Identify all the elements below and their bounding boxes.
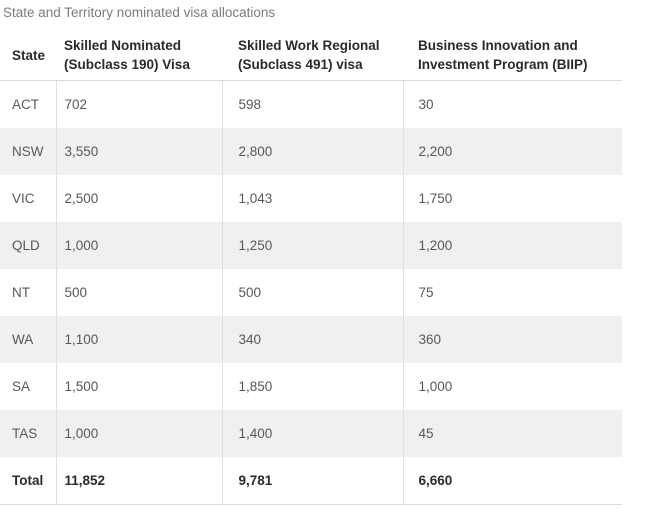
cell-subclass-491: 2,800 (221, 128, 403, 175)
table-row-sa: SA 1,500 1,850 1,000 (0, 363, 622, 410)
cell-subclass-190: 1,100 (55, 316, 222, 363)
cell-subclass-190: 1,000 (55, 222, 222, 269)
cell-biip: 75 (402, 269, 622, 316)
cell-biip: 360 (402, 316, 622, 363)
cell-biip: 1,200 (402, 222, 622, 269)
column-header-biip: Business Innovation and Investment Progr… (403, 30, 622, 81)
column-header-state: State (0, 30, 56, 81)
cell-subclass-190: 702 (55, 80, 222, 128)
cell-biip: 45 (402, 410, 622, 457)
table-row-wa: WA 1,100 340 360 (0, 316, 622, 363)
cell-subclass-491: 340 (221, 316, 403, 363)
cell-biip: 2,200 (402, 128, 622, 175)
cell-subclass-491: 1,850 (221, 363, 403, 410)
cell-total-subclass-190: 11,852 (55, 457, 222, 505)
table-row-nt: NT 500 500 75 (0, 269, 622, 316)
page-title: State and Territory nominated visa alloc… (3, 5, 276, 20)
header-row: State Skilled Nominated (Subclass 190) V… (0, 30, 622, 81)
column-header-subclass-491: Skilled Work Regional (Subclass 491) vis… (222, 30, 403, 81)
cell-biip: 1,000 (402, 363, 622, 410)
table-row-nsw: NSW 3,550 2,800 2,200 (0, 128, 622, 175)
cell-total-label: Total (0, 457, 56, 505)
cell-subclass-491: 598 (221, 80, 403, 128)
cell-subclass-491: 500 (221, 269, 403, 316)
cell-biip: 1,750 (402, 175, 622, 222)
cell-subclass-190: 1,500 (55, 363, 222, 410)
cell-state: VIC (12, 191, 35, 206)
cell-subclass-491: 1,043 (221, 175, 403, 222)
cell-total-biip: 6,660 (402, 457, 622, 505)
table-row-total: Total 11,852 9,781 6,660 (0, 457, 622, 505)
cell-state: NSW (12, 144, 44, 159)
cell-state: ACT (12, 97, 39, 112)
cell-subclass-491: 1,400 (221, 410, 403, 457)
cell-state: TAS (12, 426, 38, 441)
column-header-subclass-190: Skilled Nominated (Subclass 190) Visa (56, 30, 222, 81)
table-row-vic: VIC 2,500 1,043 1,750 (0, 175, 622, 222)
table-row-qld: QLD 1,000 1,250 1,200 (0, 222, 622, 269)
cell-subclass-190: 3,550 (55, 128, 222, 175)
cell-state: WA (12, 332, 34, 347)
cell-state: SA (12, 379, 31, 394)
cell-subclass-190: 500 (55, 269, 222, 316)
cell-state: QLD (12, 238, 40, 253)
cell-biip: 30 (402, 80, 622, 128)
table-row-act: ACT 702 598 30 (0, 80, 622, 128)
cell-subclass-190: 2,500 (55, 175, 222, 222)
table-row-tas: TAS 1,000 1,400 45 (0, 410, 622, 457)
cell-state: NT (12, 285, 30, 300)
cell-total-subclass-491: 9,781 (221, 457, 403, 505)
visa-allocations-table: State Skilled Nominated (Subclass 190) V… (0, 30, 622, 505)
cell-subclass-491: 1,250 (221, 222, 403, 269)
cell-subclass-190: 1,000 (55, 410, 222, 457)
